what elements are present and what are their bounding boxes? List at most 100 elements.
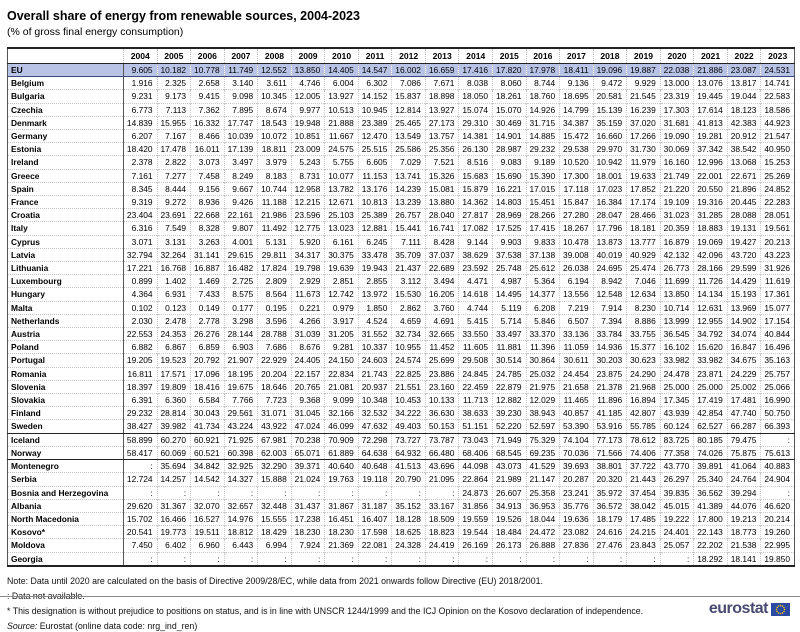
data-cell: 22.834 bbox=[324, 366, 359, 381]
data-cell: 70.909 bbox=[324, 432, 359, 447]
data-cell: 37.020 bbox=[626, 115, 661, 130]
data-cell: 19.222 bbox=[659, 511, 694, 526]
data-cell: 9.605 bbox=[123, 62, 158, 78]
data-cell: 7.433 bbox=[190, 287, 225, 302]
data-cell: 19.118 bbox=[357, 472, 392, 486]
row-label: Lithuania bbox=[7, 261, 124, 275]
data-cell: 12.742 bbox=[324, 287, 359, 302]
data-cell: 7.362 bbox=[190, 102, 225, 117]
data-cell: 2.658 bbox=[190, 76, 225, 90]
data-cell: 7.686 bbox=[257, 340, 292, 354]
data-cell: 21.095 bbox=[424, 472, 459, 486]
data-cell: 17.015 bbox=[525, 181, 560, 196]
data-cell: 21.986 bbox=[257, 208, 292, 222]
data-cell: 25.000 bbox=[693, 379, 728, 394]
data-cell: 18.429 bbox=[257, 525, 292, 539]
year-column-header: 2013 bbox=[424, 47, 459, 64]
data-cell: 14.618 bbox=[458, 287, 493, 302]
data-cell: 3.497 bbox=[223, 155, 258, 170]
data-cell: 9.144 bbox=[458, 234, 493, 249]
table-row: Georgia:::::::::::::::::18.292 18.141 19.8… bbox=[7, 551, 795, 567]
data-cell: 15.070 bbox=[492, 102, 527, 117]
data-cell: 10.851 bbox=[290, 129, 325, 143]
data-cell: 7.111 bbox=[391, 234, 426, 249]
data-cell: 24.574 bbox=[391, 353, 426, 368]
data-cell: 53.390 bbox=[559, 419, 594, 434]
data-cell: 17.415 bbox=[525, 221, 560, 236]
data-cell: 15.193 bbox=[726, 287, 761, 302]
data-cell: 18.128 bbox=[391, 511, 426, 526]
data-cell: 31.437 bbox=[290, 498, 325, 513]
data-cell-missing: : bbox=[626, 551, 661, 567]
data-cell: 30.864 bbox=[525, 353, 560, 368]
data-cell: 33.167 bbox=[424, 498, 459, 513]
row-label: Greece bbox=[7, 168, 124, 183]
data-cell: 19.213 bbox=[726, 511, 761, 526]
data-cell: 12.548 bbox=[592, 287, 627, 302]
data-cell: 24.575 bbox=[324, 142, 359, 156]
table-row: Montenegro:35.694 34.842 32.925 32.290 39.37… bbox=[7, 459, 795, 473]
data-cell-missing: : bbox=[324, 485, 359, 500]
data-cell: 16.384 bbox=[592, 195, 627, 209]
data-cell: 6.360 bbox=[156, 393, 191, 407]
data-cell: 14.362 bbox=[458, 195, 493, 209]
data-cell: 11.881 bbox=[492, 340, 527, 354]
data-cell: 20.214 bbox=[760, 511, 795, 526]
note-directive: Note: Data until 2020 are calculated on … bbox=[7, 575, 543, 586]
data-cell: 31.187 bbox=[357, 498, 392, 513]
data-cell-missing: : bbox=[123, 551, 158, 567]
data-cell: 52.220 bbox=[492, 419, 527, 434]
data-cell-missing: : bbox=[760, 485, 795, 500]
data-cell: 13.549 bbox=[391, 129, 426, 143]
data-cell: 39.230 bbox=[492, 406, 527, 420]
data-cell: 24.478 bbox=[659, 366, 694, 381]
data-cell: 35.709 bbox=[391, 247, 426, 262]
data-cell: 60.521 bbox=[190, 445, 225, 461]
data-cell: 19.096 bbox=[592, 62, 627, 78]
data-cell: 15.888 bbox=[257, 472, 292, 486]
data-cell: 24.454 bbox=[559, 366, 594, 381]
data-cell: 21.220 bbox=[659, 181, 694, 196]
data-cell: 18.397 bbox=[123, 379, 158, 394]
data-cell: 12.631 bbox=[693, 300, 728, 315]
data-cell: 21.081 bbox=[324, 379, 359, 394]
data-cell: 23.886 bbox=[424, 366, 459, 381]
data-cell: 17.747 bbox=[223, 115, 258, 130]
data-cell: 6.859 bbox=[190, 340, 225, 354]
data-cell: 6.605 bbox=[357, 155, 392, 170]
data-cell: 29.620 bbox=[123, 498, 158, 513]
data-cell: 15.253 bbox=[760, 155, 795, 170]
data-cell: 25.103 bbox=[324, 208, 359, 222]
data-cell: 22.583 bbox=[760, 89, 795, 104]
data-cell: 8.731 bbox=[290, 168, 325, 183]
data-cell: 20.765 bbox=[290, 379, 325, 394]
data-cell: 18.230 bbox=[290, 525, 325, 539]
data-cell: 17.419 bbox=[693, 393, 728, 407]
data-cell: 10.744 bbox=[257, 181, 292, 196]
table-row: Latvia 32.794 32.264 31.141 29.615 29.811 34.3… bbox=[7, 247, 795, 262]
data-cell: 16.221 bbox=[492, 181, 527, 196]
data-cell: 18.883 bbox=[693, 221, 728, 236]
data-cell: 6.302 bbox=[357, 76, 392, 90]
data-cell: 14.495 bbox=[492, 287, 527, 302]
data-cell: 6.245 bbox=[357, 234, 392, 249]
data-cell: 14.902 bbox=[726, 313, 761, 328]
data-cell: 2.809 bbox=[257, 274, 292, 288]
data-cell: 15.390 bbox=[525, 168, 560, 183]
row-label: Georgia bbox=[7, 551, 124, 567]
row-label: France bbox=[7, 195, 124, 209]
data-cell: 30.611 bbox=[559, 353, 594, 368]
data-cell: 47.740 bbox=[726, 406, 761, 420]
data-cell: 24.290 bbox=[626, 366, 661, 381]
data-cell: 10.778 bbox=[190, 62, 225, 78]
data-cell: 7.046 bbox=[626, 274, 661, 288]
data-cell: 3.979 bbox=[257, 155, 292, 170]
data-cell: 34.792 bbox=[693, 327, 728, 341]
data-cell: 29.811 bbox=[257, 247, 292, 262]
data-cell-missing: : bbox=[156, 551, 191, 567]
row-label: Denmark bbox=[7, 115, 124, 130]
data-cell: 18.509 bbox=[424, 511, 459, 526]
data-cell: 38.629 bbox=[458, 247, 493, 262]
table-row: Ireland 2.378 2.822 3.073 3.497 3.979 5.243 5.7… bbox=[7, 155, 795, 170]
data-cell: 14.405 bbox=[324, 62, 359, 78]
